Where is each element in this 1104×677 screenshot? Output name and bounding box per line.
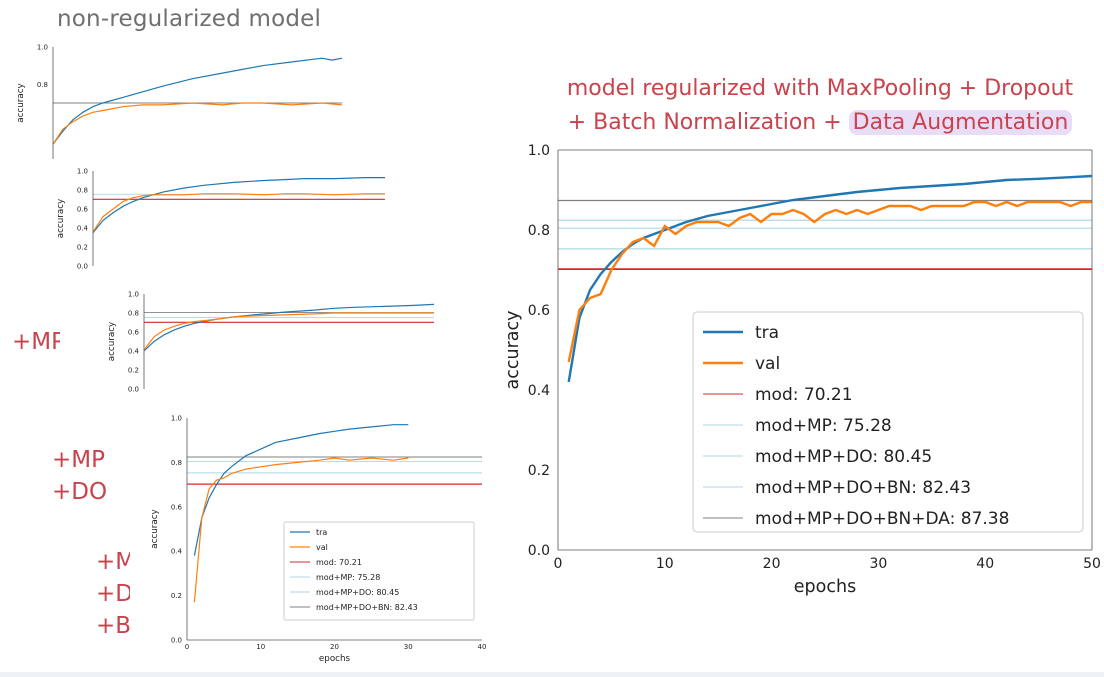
y-tick-label: 1.0 [128,290,139,298]
label-mp-do: +MP +DO [52,444,107,508]
x-axis-label: epochs [319,654,351,664]
series-line-val [92,193,385,233]
right-title-line2: + Batch Normalization + Data Augmentatio… [520,106,1104,140]
y-tick-label: 0.8 [77,186,88,194]
y-tick-label: 0.6 [77,205,89,213]
y-tick-label: 0.4 [171,548,183,556]
y-axis-label: accuracy [503,311,523,390]
legend-entry: tra [755,323,779,343]
y-tick-label: 0.4 [128,347,140,355]
y-tick-label: 1.0 [171,414,182,422]
chart-panel-1: 1.0 0.8 accuracy [0,38,345,163]
x-tick-label: 30 [869,556,887,572]
y-tick-label: 0.0 [77,262,88,270]
x-tick-label: 20 [330,643,339,651]
y-tick-label: 0.8 [171,459,182,467]
y-tick-label: 0.0 [528,543,550,559]
x-tick-label: 10 [256,643,265,651]
y-tick-label: 0.8 [37,81,48,89]
legend-entry: mod: 70.21 [316,558,362,567]
right-title-line1: model regularized with MaxPooling + Drop… [566,76,1074,101]
y-tick-label: 1.0 [77,167,88,175]
right-title: model regularized with MaxPooling + Drop… [520,72,1104,140]
chart-panel-bg [0,38,345,163]
series-line-val [143,312,434,351]
legend-entry: mod: 70.21 [755,385,853,405]
x-tick-label: 0 [554,556,563,572]
legend-entry: mod+MP+DO: 80.45 [316,588,399,597]
y-tick-label: 0.8 [128,309,139,317]
legend-entry: val [755,354,780,374]
legend-entry: mod+MP+DO: 80.45 [755,447,932,467]
y-axis-label: accuracy [56,199,66,238]
legend-box [283,521,475,621]
x-tick-label: 20 [763,556,781,572]
x-tick-label: 30 [404,643,413,651]
y-tick-label: 0.6 [528,303,550,319]
series-line-tra [52,57,343,145]
chart-panel-bg [60,282,440,407]
y-tick-label: 1.0 [37,43,48,51]
y-tick-label: 0.2 [128,366,139,374]
y-tick-label: 0.2 [528,463,550,479]
y-tick-label: 0.4 [528,383,550,399]
y-tick-label: 0.6 [171,503,183,511]
chart-panel-4: 1.0 0.8 0.6 0.4 0.2 0.00 10 20 30 40 epochs accurac… [130,410,490,670]
legend: tra val mod: 70.21 mod+MP: 75.28 mod+MP+DO: … [283,521,475,621]
y-tick-label: 0.2 [171,592,182,600]
y-tick-label: 0.2 [77,243,88,251]
y-tick-label: 0.4 [77,224,89,232]
x-tick-label: 40 [478,643,487,651]
label-mp-do-line2: +DO [52,479,108,505]
chart-panel-2: 1.0 0.8 0.6 0.4 0.2 0.0 accuracy [0,160,390,285]
bottom-bar [0,672,1104,677]
legend-entry: val [316,543,328,552]
y-axis-label: accuracy [107,322,117,361]
y-axis-label: accuracy [16,83,26,122]
y-tick-label: 0.8 [528,223,550,239]
legend-box [692,311,1084,533]
x-tick-label: 40 [976,556,994,572]
x-tick-label: 50 [1083,556,1101,572]
x-axis-label: epochs [794,577,856,597]
y-axis-label: accuracy [150,509,160,548]
chart-panel-3: 1.0 0.8 0.6 0.4 0.2 0.0 accuracy [60,282,440,407]
label-mp-do-line1: +MP [52,447,105,473]
x-tick-label: 10 [656,556,674,572]
legend-entry: mod+MP+DO+BN: 82.43 [755,478,971,498]
right-title-highlight: Data Augmentation [848,110,1073,135]
legend-entry: tra [316,528,327,537]
series-line-val [567,200,1092,363]
y-tick-label: 1.0 [528,143,550,159]
left-title: non-regularized model [57,6,322,32]
y-tick-label: 0.6 [128,328,140,336]
series-line-tra [92,177,385,234]
label-mp: +MP [12,326,65,358]
legend-entry: mod+MP+DO+BN+DA: 87.38 [755,509,1009,529]
legend-entry: mod+MP: 75.28 [755,416,892,436]
series-line-val [193,457,409,603]
chart-panel-5: 1.0 0.8 0.6 0.4 0.2 0.00 10 20 30 40 50 epochs accur… [503,143,1101,597]
legend-entry: mod+MP: 75.28 [316,573,380,582]
y-tick-label: 0.0 [171,636,182,644]
chart-panel-bg [0,160,390,285]
x-tick-label: 0 [185,643,189,651]
legend-entry: mod+MP+DO+BN: 82.43 [316,603,418,612]
legend: tra val mod: 70.21 mod+MP: 75.28 mod+MP+DO: … [692,311,1084,533]
right-title-line2-prefix: + Batch Normalization + [567,110,849,135]
series-line-val [52,102,343,145]
series-line-tra [567,174,1093,383]
label-mp-text: +MP [12,329,65,355]
series-line-tra [193,424,409,556]
y-tick-label: 0.0 [128,385,139,393]
